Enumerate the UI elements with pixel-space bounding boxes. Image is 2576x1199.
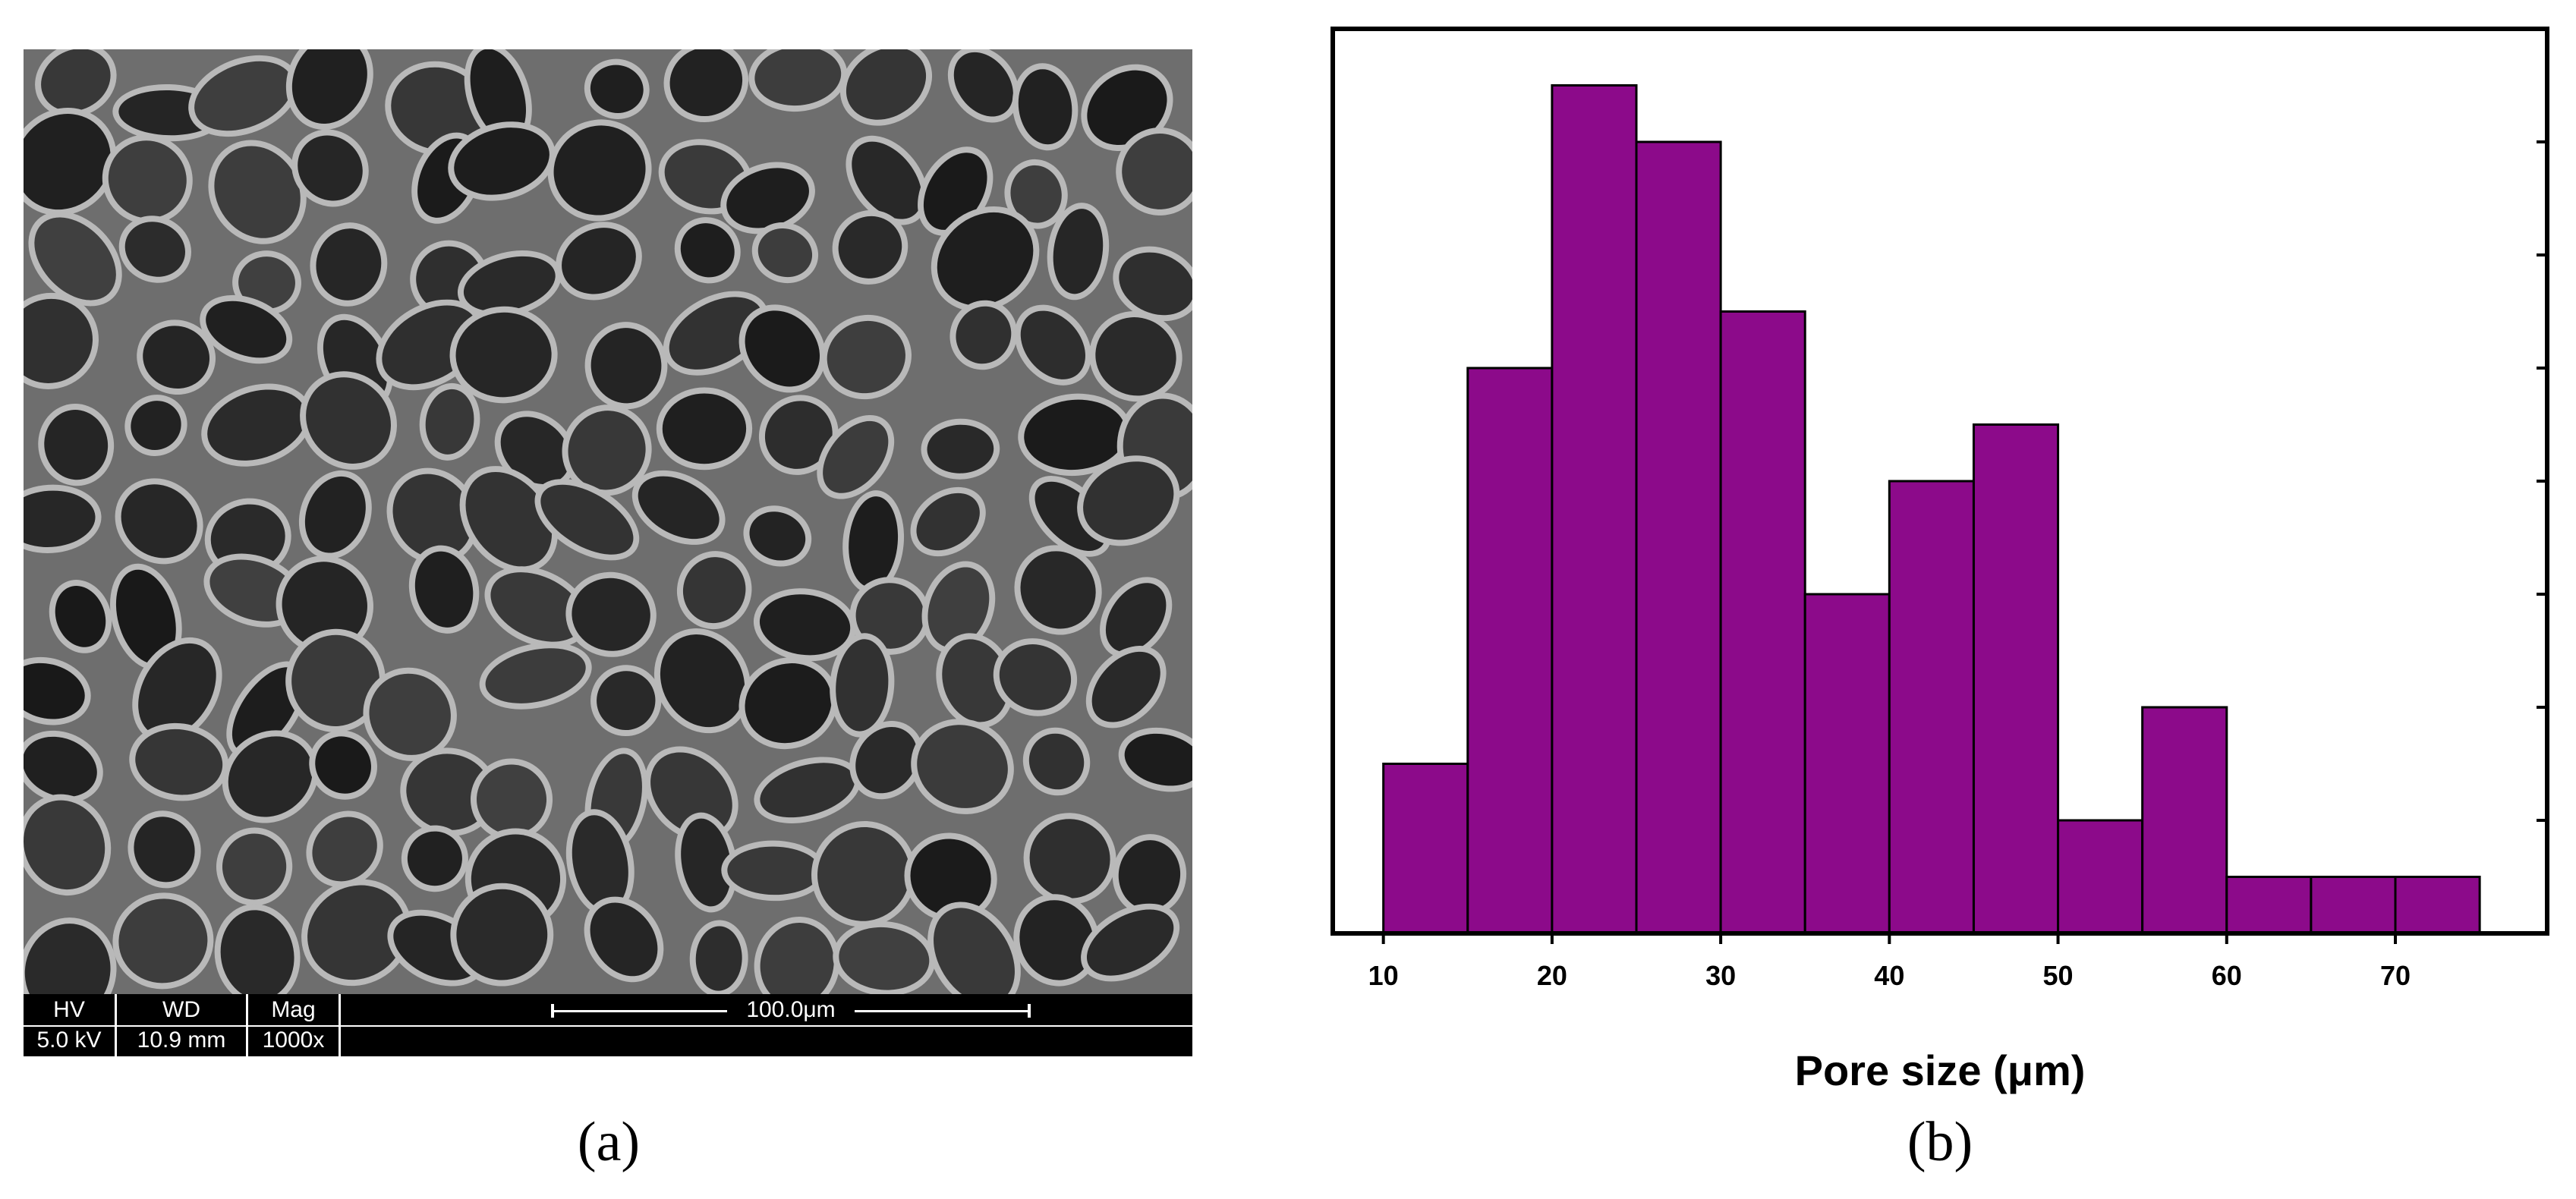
wd-cell: WD 10.9 mm	[117, 994, 248, 1056]
mag-label: Mag	[271, 997, 316, 1022]
scalebar-label: 100.0μm	[746, 997, 836, 1022]
x-tick-label: 10	[1368, 960, 1399, 991]
hv-value: 5.0 kV	[36, 1027, 102, 1053]
histogram-bar	[2057, 819, 2144, 935]
histogram-bar	[1635, 140, 1722, 935]
x-tick-label: 60	[2212, 960, 2242, 991]
histogram-bar	[1466, 367, 1554, 935]
panel-label-a: (a)	[577, 1111, 641, 1173]
histogram-bar	[1888, 480, 1975, 935]
scalebar-line	[855, 1010, 1029, 1012]
histogram-bar	[1382, 763, 1469, 935]
scalebar-tick-right	[1028, 1004, 1031, 1018]
histogram-bar	[1972, 423, 2060, 935]
x-tick-label: 40	[1874, 960, 1904, 991]
histogram-bar	[2225, 876, 2313, 935]
wd-label: WD	[162, 997, 200, 1022]
histogram-bar	[2141, 706, 2228, 935]
histogram-bar	[1803, 593, 1891, 935]
sem-porous-structure-image	[24, 49, 1192, 994]
mag-value: 1000x	[262, 1027, 325, 1053]
histogram-bar	[1551, 84, 1638, 935]
x-tick-label: 70	[2380, 960, 2411, 991]
wd-value: 10.9 mm	[137, 1027, 226, 1053]
hv-cell: HV 5.0 kV	[24, 994, 117, 1056]
x-tick-labels: 10 20 30 40 50 60 70	[1368, 960, 2411, 991]
hv-label: HV	[53, 997, 85, 1022]
sem-micrograph: HV 5.0 kV WD 10.9 mm Mag 1000x 100.0μm	[24, 49, 1192, 1056]
info-divider	[341, 1025, 1192, 1027]
plot-frame	[1331, 27, 2549, 936]
x-tick-label: 30	[1705, 960, 1736, 991]
scalebar-line	[553, 1010, 727, 1012]
histogram-bar	[2394, 876, 2481, 935]
sem-info-bar: HV 5.0 kV WD 10.9 mm Mag 1000x 100.0μm	[24, 994, 1192, 1056]
histogram-bar	[1719, 310, 1806, 935]
histogram-bars	[1382, 84, 2481, 935]
x-tick-label: 20	[1537, 960, 1567, 991]
panel-label-b: (b)	[1907, 1111, 1973, 1173]
x-tick-label: 50	[2043, 960, 2074, 991]
histogram-bar	[2310, 876, 2397, 935]
mag-cell: Mag 1000x	[248, 994, 341, 1056]
x-axis-title: Pore size (μm)	[1795, 1046, 2086, 1094]
